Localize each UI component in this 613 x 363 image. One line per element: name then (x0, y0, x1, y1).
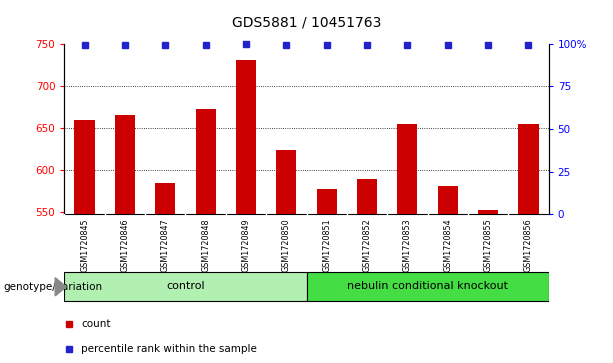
Text: GSM1720845: GSM1720845 (80, 218, 89, 272)
Text: GSM1720847: GSM1720847 (161, 218, 170, 272)
Bar (115, 115, 135, 214)
Text: GDS5881 / 10451763: GDS5881 / 10451763 (232, 15, 381, 29)
Bar (478, 210, 498, 214)
Bar (74, 119, 94, 214)
Bar (519, 124, 539, 214)
Bar (64, 272, 306, 301)
Text: GSM1720854: GSM1720854 (443, 218, 452, 272)
Text: genotype/variation: genotype/variation (3, 282, 102, 292)
Text: control: control (166, 281, 205, 291)
Text: GSM1720850: GSM1720850 (282, 218, 291, 272)
Bar (438, 186, 458, 214)
Bar (316, 189, 337, 214)
Text: GSM1720856: GSM1720856 (524, 218, 533, 272)
Bar (397, 124, 417, 214)
Text: GSM1720853: GSM1720853 (403, 218, 412, 272)
Bar (155, 183, 175, 214)
Bar (276, 150, 297, 214)
Text: GSM1720846: GSM1720846 (120, 218, 129, 272)
Bar (357, 179, 377, 214)
Text: GSM1720848: GSM1720848 (201, 218, 210, 272)
Text: nebulin conditional knockout: nebulin conditional knockout (347, 281, 508, 291)
Text: GSM1720849: GSM1720849 (242, 218, 251, 272)
Text: GSM1720855: GSM1720855 (484, 218, 493, 272)
Text: percentile rank within the sample: percentile rank within the sample (82, 344, 257, 354)
Bar (236, 61, 256, 214)
Bar (306, 272, 549, 301)
Bar (196, 109, 216, 214)
Text: GSM1720851: GSM1720851 (322, 218, 331, 272)
Text: count: count (82, 319, 111, 329)
Text: GSM1720852: GSM1720852 (362, 218, 371, 272)
